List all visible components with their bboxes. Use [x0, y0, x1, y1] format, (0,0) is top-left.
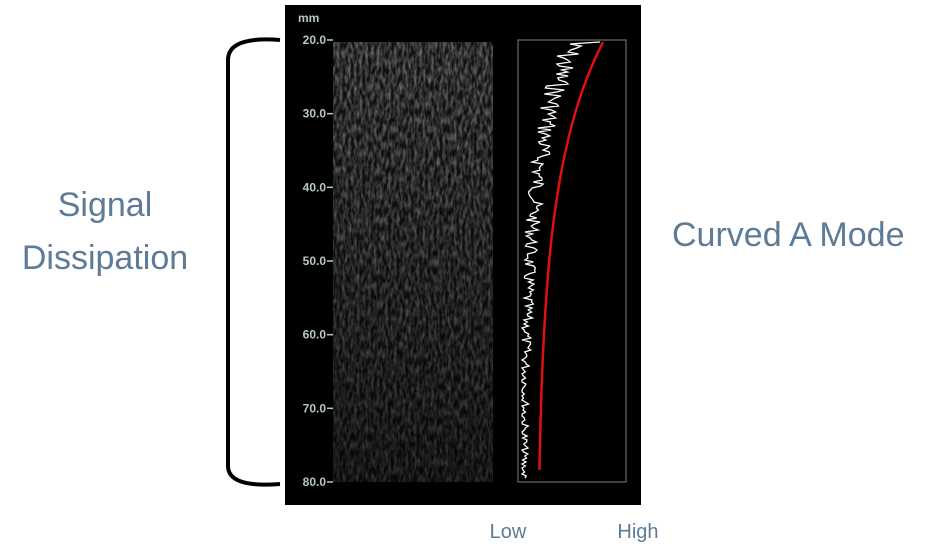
depth-tick-label: 50.0 — [303, 254, 327, 268]
bracket — [226, 37, 281, 487]
depth-tick-label: 20.0 — [303, 33, 327, 47]
left-label: Signal — [58, 186, 153, 224]
depth-tick-label: 80.0 — [303, 475, 327, 489]
depth-tick-label: 70.0 — [303, 401, 327, 415]
a-mode-signal — [520, 41, 601, 479]
right-label: Curved A Mode — [672, 216, 904, 254]
depth-tick-label: 30.0 — [303, 107, 327, 121]
depth-tick-label: 40.0 — [303, 180, 327, 194]
a-mode-box — [517, 39, 627, 483]
depth-unit: mm — [298, 11, 319, 25]
depth-fade — [333, 42, 493, 482]
low-label: Low — [490, 521, 527, 543]
attenuation-curve — [538, 41, 605, 470]
high-label: High — [617, 521, 658, 543]
left-label: Dissipation — [22, 239, 188, 277]
depth-tick-label: 60.0 — [303, 328, 327, 342]
